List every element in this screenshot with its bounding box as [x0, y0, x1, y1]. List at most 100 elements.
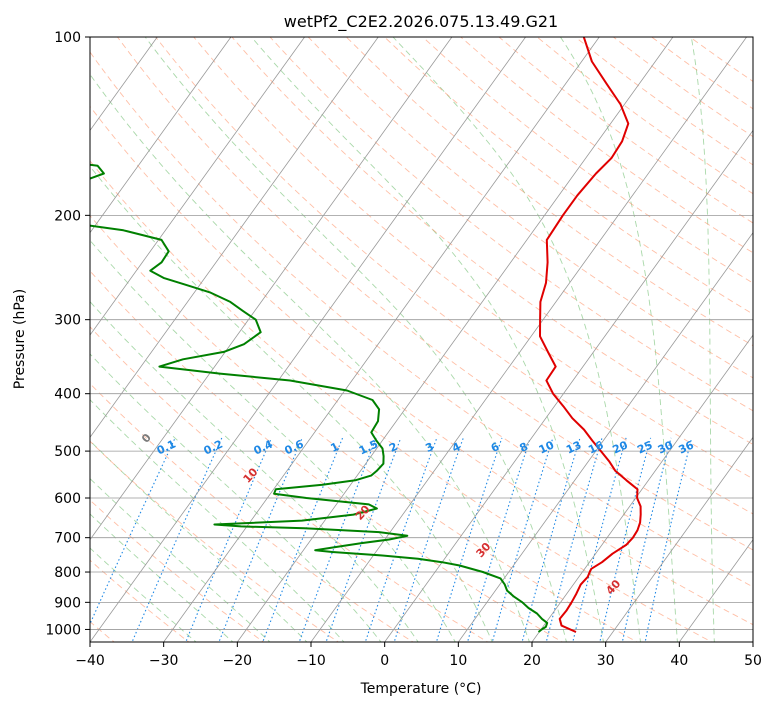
x-tick-label: −40	[75, 653, 105, 669]
mixing-ratio-line	[521, 437, 581, 642]
dry-adiabat	[90, 51, 753, 588]
isobars	[90, 37, 753, 630]
isotherm	[90, 37, 232, 234]
isotherm	[605, 436, 753, 642]
isotherm	[90, 37, 305, 336]
mixing-ratio-label: 0.2	[202, 438, 225, 458]
dry-adiabat	[498, 37, 753, 224]
y-tick-label: 300	[54, 313, 81, 329]
mixing-ratio-label: 30	[656, 438, 676, 456]
isotherm	[0, 37, 10, 642]
isotherm	[90, 37, 453, 541]
mixing-ratio-line	[90, 437, 176, 626]
mixing-ratio-line	[131, 437, 223, 642]
mixing-ratio-line	[393, 437, 464, 642]
moist-adiabat	[90, 239, 456, 642]
mixing-ratio-line	[599, 437, 652, 642]
dry-adiabat	[613, 37, 753, 138]
mixing-ratio-label: 0.6	[283, 437, 306, 457]
y-tick-label: 800	[54, 565, 81, 581]
mixing-ratio-line	[644, 437, 693, 642]
x-tick-label: 50	[744, 653, 762, 669]
dry-adiabat-label: 10	[241, 465, 261, 485]
x-tick-label: −10	[296, 653, 326, 669]
isotherm	[163, 37, 600, 642]
mixing-ratio-label: 36	[677, 438, 697, 456]
isotherm	[237, 37, 674, 642]
x-tick-label: 20	[523, 653, 541, 669]
mixing-ratio-line	[218, 437, 303, 642]
isotherm	[90, 37, 526, 642]
mixing-ratio-line	[262, 437, 344, 642]
dry-adiabat	[345, 37, 753, 347]
moist-adiabat	[392, 37, 641, 642]
mixing-ratio-label: 16	[586, 438, 606, 456]
mixing-ratio-line	[325, 437, 402, 642]
mixing-ratio-label: 20	[611, 438, 631, 456]
y-axis-ticks: 100 200 300 400 500 600 700 800 900 1000	[45, 30, 90, 638]
y-tick-label: 200	[54, 208, 81, 224]
x-tick-label: −20	[223, 653, 253, 669]
moist-adiabat	[90, 477, 271, 642]
y-axis-label: Pressure (hPa)	[12, 289, 28, 389]
x-tick-label: −30	[149, 653, 179, 669]
dry-adiabat	[90, 499, 265, 642]
x-tick-label: 10	[449, 653, 467, 669]
dry-adiabat	[460, 37, 753, 254]
mixing-ratio-label: 1	[329, 440, 341, 455]
x-axis-ticks: −40 −30 −20 −10 0 10 20 30 40 50	[75, 642, 762, 669]
mixing-ratio-label: 13	[564, 438, 583, 456]
dry-adiabat-label: 40	[603, 577, 623, 597]
isotherms	[0, 37, 753, 642]
mixing-ratio-line	[491, 437, 554, 642]
y-tick-label: 100	[54, 30, 81, 46]
dewpoint-profile	[90, 163, 549, 633]
y-tick-label: 500	[54, 444, 81, 460]
mixing-ratio-line	[298, 437, 377, 642]
x-axis-label: Temperature (°C)	[360, 681, 482, 697]
moist-adiabat	[90, 353, 382, 642]
mixing-ratio-label: 4	[450, 440, 463, 455]
dry-adiabat	[90, 105, 753, 626]
dry-adiabat-label: 30	[474, 540, 494, 560]
mixing-ratio-label: 10	[537, 438, 557, 456]
mixing-ratio-label: 0.4	[252, 437, 275, 457]
x-tick-label: 40	[670, 653, 688, 669]
isotherm	[752, 641, 753, 642]
x-tick-label: 0	[380, 653, 389, 669]
dry-adiabat	[231, 37, 753, 445]
dry-adiabat	[307, 37, 753, 379]
moist-adiabat	[90, 399, 345, 642]
dry-adiabats	[90, 37, 753, 642]
mixing-ratio-line	[572, 437, 627, 642]
moist-adiabat	[90, 165, 493, 642]
mixing-ratio-line	[466, 437, 531, 642]
y-tick-label: 700	[54, 531, 81, 547]
dry-adiabat	[90, 559, 190, 642]
y-tick-label: 900	[54, 595, 81, 611]
isotherm	[458, 232, 753, 642]
x-tick-label: 30	[597, 653, 615, 669]
dry-adiabat	[90, 214, 638, 642]
moist-adiabat	[90, 547, 197, 642]
y-tick-label: 400	[54, 387, 81, 403]
mixing-ratio-line	[545, 437, 603, 642]
isotherm	[531, 334, 753, 642]
isotherm	[384, 129, 753, 642]
moist-adiabat	[251, 37, 604, 642]
dry-adiabat	[384, 37, 753, 315]
y-tick-label: 1000	[45, 622, 81, 638]
chart-title: wetPf2_C2E2.2026.075.13.49.G21	[284, 12, 558, 32]
plot-frame	[89, 36, 754, 643]
moist-adiabat	[690, 37, 715, 642]
mixing-ratio-label: 25	[635, 438, 654, 456]
dry-adiabat	[117, 37, 753, 551]
y-tick-label: 600	[54, 491, 81, 507]
dry-adiabat	[536, 37, 753, 195]
moist-adiabat	[90, 513, 234, 642]
dry-adiabat	[90, 440, 340, 642]
dry-adiabat	[90, 326, 489, 642]
isotherm	[679, 539, 753, 642]
dry-adiabat	[689, 37, 753, 82]
